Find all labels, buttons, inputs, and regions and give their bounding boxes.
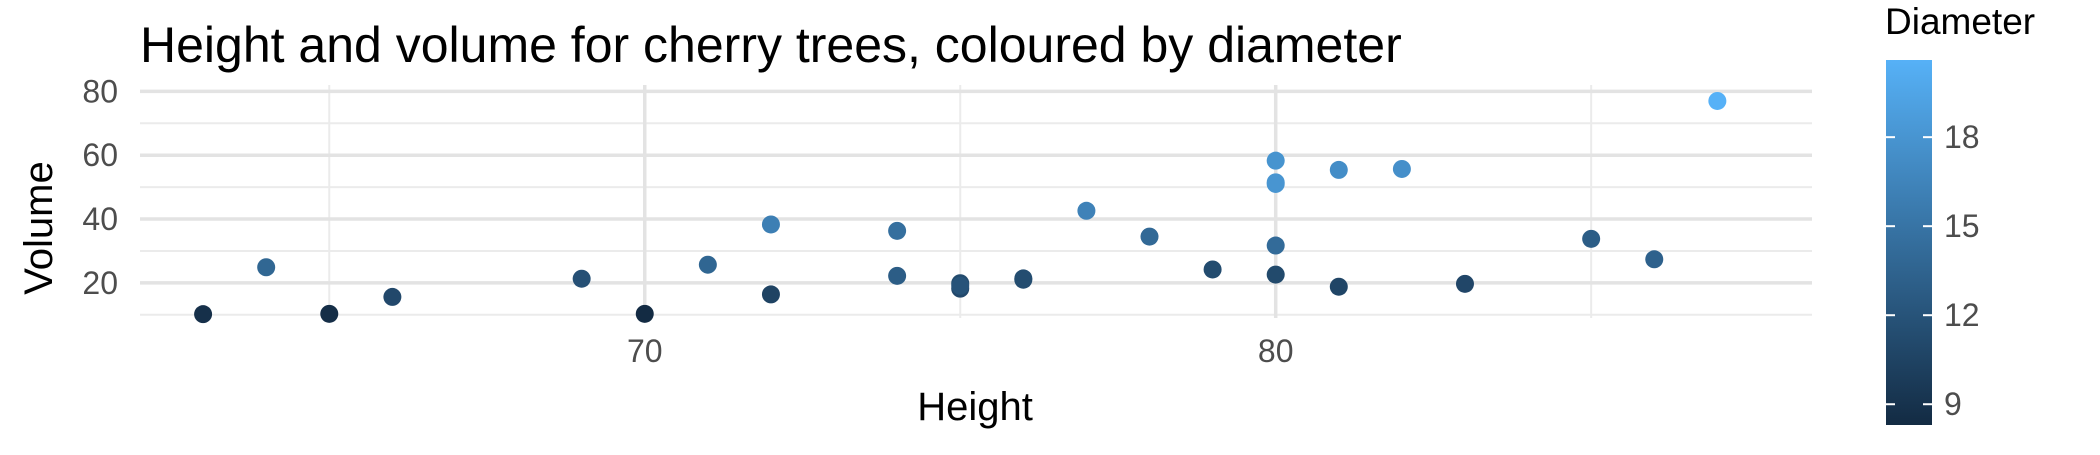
data-point [1266, 174, 1285, 193]
data-point [194, 305, 213, 324]
data-point [1266, 151, 1285, 170]
legend-title: Diameter [1885, 1, 2035, 42]
data-point [1014, 269, 1033, 288]
x-tick-label: 80 [1258, 333, 1294, 369]
data-point [572, 269, 591, 288]
color-legend: Diameter 9 12 15 18 [1885, 1, 2035, 425]
major-gridlines [140, 85, 1812, 318]
legend-colorbar [1886, 60, 1932, 425]
data-point [888, 266, 907, 285]
data-point [1266, 236, 1285, 255]
legend-tick-label: 12 [1944, 297, 1980, 333]
y-tick-label: 60 [82, 137, 118, 173]
data-point [1329, 160, 1348, 179]
legend-ticks: 9 12 15 18 [1886, 119, 1980, 422]
data-point [1203, 260, 1222, 279]
data-point [635, 304, 654, 323]
x-axis-ticks: 70 80 [627, 333, 1294, 369]
data-point [1266, 265, 1285, 284]
data-point [1582, 229, 1601, 248]
data-point [761, 215, 780, 234]
data-point [1708, 91, 1727, 110]
data-point [383, 287, 402, 306]
data-point [888, 221, 907, 240]
data-point [320, 304, 339, 323]
y-tick-label: 20 [82, 265, 118, 301]
y-tick-label: 80 [82, 73, 118, 109]
data-point [257, 258, 276, 277]
x-axis-label: Height [917, 385, 1033, 429]
legend-tick-label: 15 [1944, 208, 1980, 244]
legend-tick-label: 9 [1944, 386, 1962, 422]
data-point [698, 255, 717, 274]
chart-title: Height and volume for cherry trees, colo… [140, 17, 1402, 73]
data-point [1392, 159, 1411, 178]
x-tick-label: 70 [627, 333, 663, 369]
data-points [194, 91, 1727, 324]
legend-tick-label: 18 [1944, 119, 1980, 155]
data-point [1077, 201, 1096, 220]
y-axis-label: Volume [17, 161, 61, 294]
data-point [1455, 274, 1474, 293]
data-point [951, 276, 970, 295]
plot-panel [140, 85, 1812, 324]
data-point [1140, 227, 1159, 246]
y-tick-label: 40 [82, 201, 118, 237]
data-point [761, 285, 780, 304]
y-axis-ticks: 20 40 60 80 [82, 73, 118, 301]
minor-gridlines [140, 85, 1812, 318]
data-point [1645, 250, 1664, 269]
data-point [1329, 277, 1348, 296]
